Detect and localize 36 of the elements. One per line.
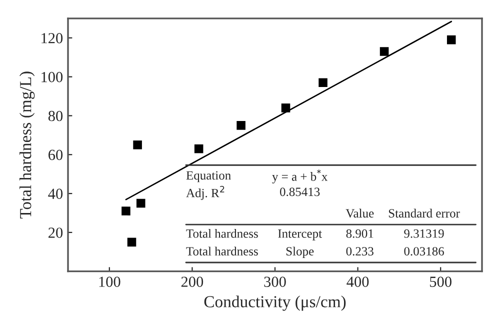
point (236, 121, 246, 130)
x-tick-label: 300 (264, 276, 286, 287)
annotation: Total hardness (186, 246, 258, 256)
annotation: y = a + b$^{*}$x (272, 169, 328, 184)
point (133, 140, 142, 150)
annotation: Slope (286, 246, 314, 258)
annotation: 0.85413 (280, 188, 320, 196)
point (122, 206, 130, 216)
annotation: 9.31319 (404, 229, 444, 238)
annotation: 0.03186 (404, 247, 444, 256)
y-tick-label: 20 (48, 228, 63, 238)
x-axis-title: Conductivity (μs/cm) (204, 296, 346, 311)
y-axis-title: Total hardness (mg/L) (20, 72, 35, 219)
point (194, 144, 204, 154)
annotation: 8.901 (346, 229, 374, 238)
x-tick-label: 200 (181, 276, 204, 287)
x-tick-label: 100 (99, 276, 120, 287)
y-tick-label: 100 (42, 72, 63, 82)
annotation: Value (346, 208, 374, 218)
annotation: Intercept (278, 229, 322, 240)
x-tick-label: 500 (430, 276, 452, 287)
annotation: 0.233 (346, 247, 374, 256)
annotation: Equation (186, 171, 231, 182)
point (136, 198, 146, 208)
annotation: Standard error (388, 208, 460, 218)
y-tick-label: 80 (48, 110, 63, 122)
y-tick-label: 40 (48, 188, 63, 199)
x-tick-label: 400 (346, 276, 369, 287)
point (318, 78, 328, 88)
point (380, 47, 389, 56)
annotation: Total hardness (186, 229, 258, 238)
y-tick-label: 60 (48, 150, 63, 160)
y-tick-label: 120 (42, 33, 63, 44)
annotation: Adj. R$^{2}$ (186, 186, 224, 200)
point (446, 35, 456, 44)
point (127, 238, 136, 247)
